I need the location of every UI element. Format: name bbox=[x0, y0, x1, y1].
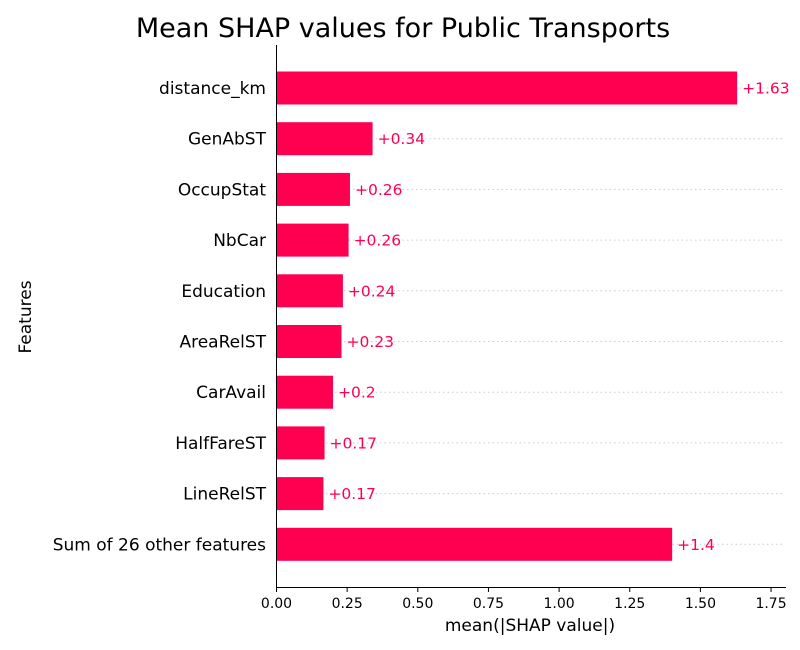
bar bbox=[276, 325, 342, 358]
category-label: Sum of 26 other features bbox=[53, 535, 266, 555]
value-label: +0.2 bbox=[338, 384, 376, 402]
category-label: CarAvail bbox=[196, 383, 266, 403]
bar bbox=[276, 172, 350, 206]
x-axis-ticks: 0.00 0.25 0.50 0.75 1.00 1.25 1.50 1.75 bbox=[261, 587, 787, 612]
category-label: NbCar bbox=[213, 231, 266, 251]
x-tick-label: 0.50 bbox=[402, 596, 433, 612]
x-tick-label: 1.75 bbox=[755, 596, 786, 612]
x-tick-label: 0.75 bbox=[473, 596, 504, 612]
value-label: +0.26 bbox=[355, 181, 403, 199]
x-tick-label: 1.00 bbox=[544, 596, 575, 612]
value-labels: +1.63 +0.34 +0.26 +0.26 +0.24 +0.23 +0.2 +0.17 +… bbox=[328, 80, 789, 554]
bar bbox=[276, 527, 673, 561]
bar bbox=[276, 375, 334, 409]
category-label: LineRelST bbox=[183, 485, 266, 505]
x-tick-label: 0.00 bbox=[261, 596, 292, 612]
category-label: OccupStat bbox=[178, 180, 267, 200]
bar bbox=[276, 477, 324, 511]
value-label: +1.4 bbox=[677, 536, 715, 554]
value-label: +0.24 bbox=[348, 282, 396, 300]
value-label: +1.63 bbox=[742, 80, 790, 98]
value-label: +0.23 bbox=[346, 333, 394, 351]
category-labels: distance_km GenAbST OccupStat NbCar Educatio… bbox=[53, 79, 267, 555]
category-label: Education bbox=[181, 282, 266, 302]
bar bbox=[276, 71, 738, 105]
x-tick-label: 1.50 bbox=[685, 596, 716, 612]
bar bbox=[276, 223, 349, 257]
bar bbox=[276, 426, 325, 460]
bars bbox=[276, 71, 738, 561]
category-label: AreaRelST bbox=[179, 333, 266, 353]
category-label: distance_km bbox=[159, 79, 266, 99]
x-axis-label: mean(|SHAP value|) bbox=[445, 616, 615, 636]
chart-title: Mean SHAP values for Public Transports bbox=[136, 13, 670, 44]
y-axis-label: Features bbox=[16, 280, 36, 353]
grid-lines bbox=[276, 87, 785, 545]
value-label: +0.34 bbox=[378, 130, 426, 148]
category-label: HalfFareST bbox=[175, 434, 266, 454]
bar bbox=[276, 274, 343, 308]
category-label: GenAbST bbox=[188, 130, 267, 150]
value-label: +0.26 bbox=[354, 232, 402, 250]
x-tick-label: 0.25 bbox=[332, 596, 363, 612]
value-label: +0.17 bbox=[328, 485, 376, 503]
value-label: +0.17 bbox=[330, 434, 378, 452]
bar bbox=[276, 122, 373, 156]
x-tick-label: 1.25 bbox=[614, 596, 645, 612]
